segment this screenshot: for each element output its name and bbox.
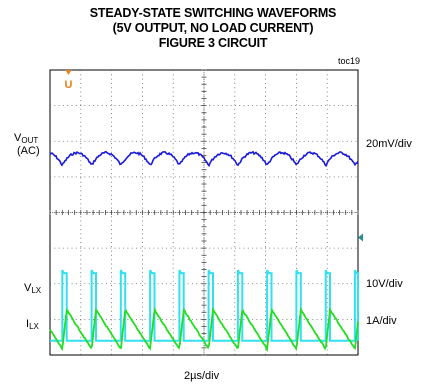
vlx-trace bbox=[50, 269, 359, 342]
figure-toc-label: toc19 bbox=[338, 56, 361, 66]
scope-grid bbox=[49, 69, 359, 356]
ilx-trace bbox=[49, 306, 359, 353]
vout-channel-label: VOUT bbox=[14, 132, 39, 145]
scope-markers: U bbox=[65, 70, 363, 242]
chart-title-line-1: STEADY-STATE SWITCHING WAVEFORMS bbox=[89, 6, 337, 20]
trigger-position-marker bbox=[65, 70, 72, 75]
x-axis-label: 2µs/div bbox=[184, 370, 220, 382]
vout-ac-label: (AC) bbox=[17, 145, 40, 157]
chart-title-line-3: FIGURE 3 CIRCUIT bbox=[158, 36, 268, 50]
scope-traces bbox=[49, 150, 359, 353]
vlx-scale-label: 10V/div bbox=[366, 278, 403, 290]
chart-title-line-2: (5V OUTPUT, NO LOAD CURRENT) bbox=[112, 21, 314, 35]
vout-trace bbox=[49, 150, 359, 168]
vout-scale-label: 20mV/div bbox=[366, 138, 412, 150]
ilx-channel-label: ILX bbox=[26, 318, 39, 331]
trigger-level-marker bbox=[358, 233, 363, 242]
ilx-scale-label: 1A/div bbox=[366, 315, 397, 327]
vlx-channel-label: VLX bbox=[24, 282, 42, 295]
trigger-channel-marker: U bbox=[65, 79, 73, 91]
